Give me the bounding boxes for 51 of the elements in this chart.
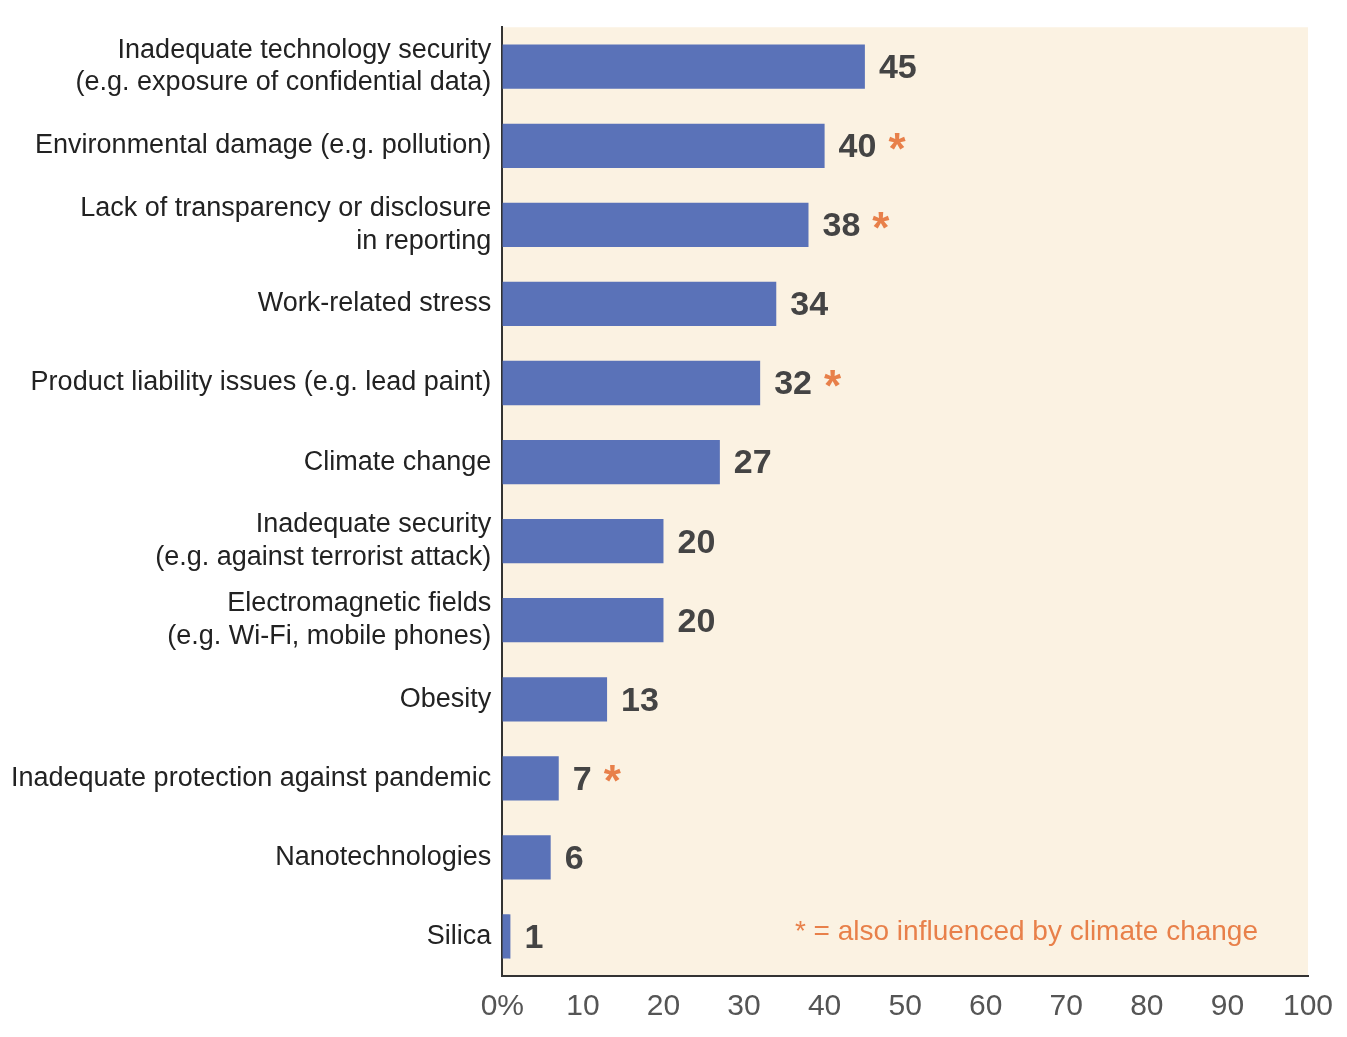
- data-label: 40: [838, 126, 877, 165]
- data-label: 7: [572, 758, 592, 797]
- data-label: 27: [733, 442, 772, 481]
- y-tick-label: Environmental damage (e.g. pollution): [35, 129, 492, 160]
- y-tick-label: Obesity: [399, 682, 492, 713]
- x-tick-label: 20: [646, 988, 681, 1022]
- data-label: 20: [677, 600, 716, 639]
- bar: [502, 202, 809, 248]
- x-tick-label: 30: [727, 988, 761, 1022]
- y-tick-label: Inadequate technology security (e.g. exposure of confidential data): [75, 33, 492, 97]
- annotation: * = also influenced by climate change: [794, 915, 1258, 947]
- data-label: 20: [677, 521, 716, 560]
- data-label: 13: [621, 679, 659, 718]
- y-tick-label: Inadequate protection against pandemic: [10, 761, 492, 792]
- bar: [502, 439, 720, 485]
- x-tick-label: 70: [1049, 988, 1083, 1022]
- data-label: 32: [774, 363, 812, 402]
- data-label: 45: [878, 47, 917, 86]
- bar: [502, 519, 664, 564]
- y-tick-label: Electromagnetic fields (e.g. Wi-Fi, mobile phones): [167, 587, 492, 650]
- bar: [502, 44, 865, 89]
- y-tick-label: Nanotechnologies: [275, 840, 492, 871]
- bar: [502, 756, 559, 801]
- y-tick-label: Product liability issues (e.g. lead paint): [30, 366, 492, 397]
- y-tick-label: Silica: [426, 919, 493, 950]
- annotation: *: [603, 756, 622, 806]
- bar: [502, 835, 551, 880]
- data-label: 38: [822, 205, 861, 244]
- x-tick-label: 0%: [480, 988, 525, 1022]
- bar: [502, 598, 664, 643]
- x-tick-label: 50: [888, 988, 922, 1022]
- data-label: 6: [564, 837, 584, 876]
- annotation: *: [823, 361, 842, 411]
- bar: [502, 123, 825, 168]
- bar: [502, 360, 761, 406]
- x-tick-label: 60: [969, 988, 1003, 1022]
- annotation: *: [888, 123, 907, 173]
- y-tick-label: Inadequate security (e.g. against terrorist attack): [155, 508, 492, 571]
- x-tick-label: 100: [1282, 988, 1334, 1022]
- y-tick-label: Lack of transparency or disclosure in reporting: [80, 192, 492, 255]
- x-tick-label: 80: [1130, 988, 1164, 1022]
- data-label: 1: [524, 916, 544, 955]
- x-tick-label: 40: [807, 988, 842, 1022]
- y-tick-label: Work-related stress: [257, 287, 492, 318]
- x-tick-label: 10: [566, 988, 600, 1022]
- bar: [502, 677, 608, 722]
- annotation: *: [872, 203, 891, 253]
- data-label: 34: [790, 284, 829, 323]
- y-tick-label: Climate change: [303, 445, 492, 476]
- x-tick-label: 90: [1210, 988, 1245, 1022]
- bar: [502, 281, 777, 327]
